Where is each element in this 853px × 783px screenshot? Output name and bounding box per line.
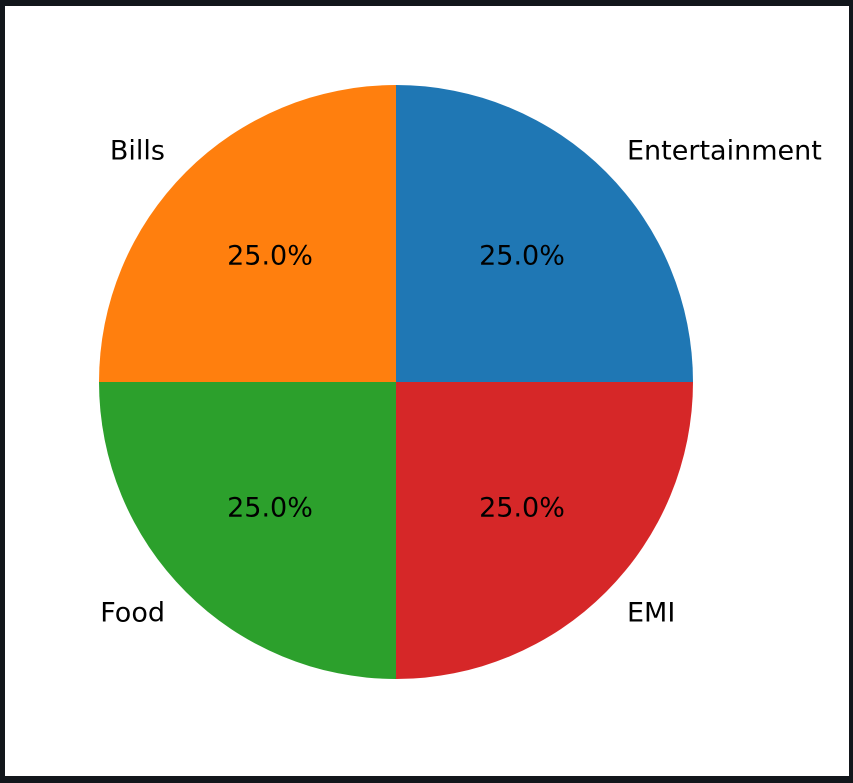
percent-label-entertainment: 25.0% bbox=[479, 240, 565, 271]
percent-label-bills: 25.0% bbox=[227, 240, 313, 271]
pie-slice-emi bbox=[396, 382, 693, 679]
slices-layer bbox=[99, 85, 693, 679]
pie-slice-food bbox=[99, 382, 396, 679]
chart-frame: Entertainment 25.0% Bills 25.0% Food 25.0% EMI… bbox=[5, 6, 849, 776]
percent-label-food: 25.0% bbox=[227, 493, 313, 524]
slice-label-emi: EMI bbox=[627, 598, 675, 629]
pie-chart: Entertainment 25.0% Bills 25.0% Food 25.0% EMI… bbox=[99, 85, 822, 679]
pie-slice-bills bbox=[99, 85, 396, 382]
percent-label-emi: 25.0% bbox=[479, 493, 565, 524]
labels-layer: Entertainment 25.0% Bills 25.0% Food 25.0% EMI… bbox=[100, 135, 822, 628]
slice-label-food: Food bbox=[100, 598, 165, 629]
slice-label-entertainment: Entertainment bbox=[627, 135, 822, 166]
slice-label-bills: Bills bbox=[110, 135, 165, 166]
pie-slice-entertainment bbox=[396, 85, 693, 382]
